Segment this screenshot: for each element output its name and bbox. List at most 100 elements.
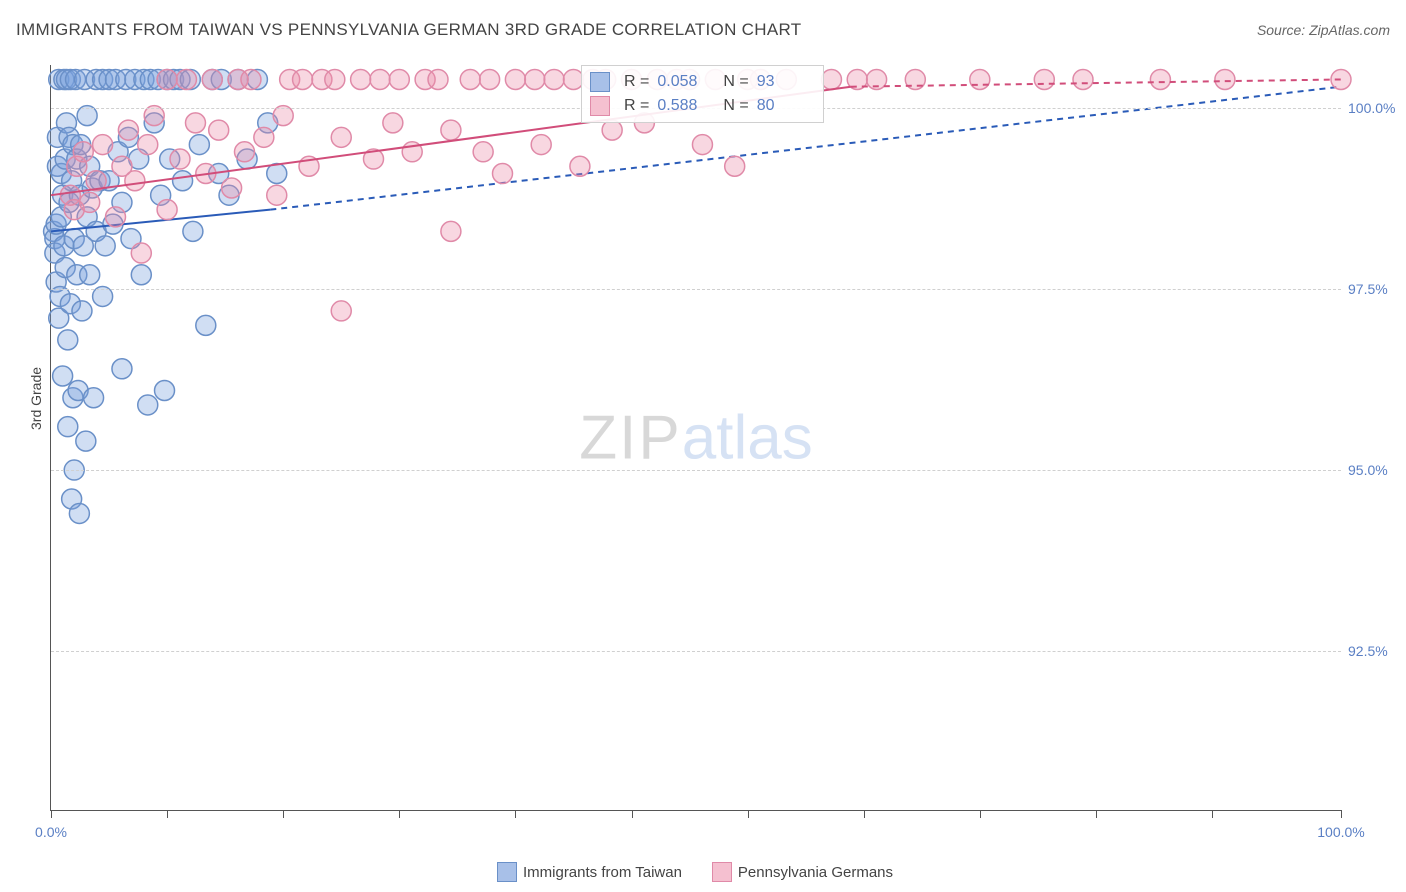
scatter-point [441, 120, 461, 140]
x-tick [1096, 810, 1097, 818]
legend-item: Immigrants from Taiwan [497, 862, 682, 882]
x-tick [980, 810, 981, 818]
scatter-point [370, 69, 390, 89]
scatter-point [185, 113, 205, 133]
scatter-point [73, 142, 93, 162]
scatter-point [441, 221, 461, 241]
scatter-point [331, 301, 351, 321]
scatter-point [473, 142, 493, 162]
legend-swatch-icon [590, 96, 610, 116]
x-tick [515, 810, 516, 818]
stats-r-value: 0.588 [657, 97, 715, 115]
x-tick-label: 0.0% [35, 824, 67, 840]
scatter-point [189, 135, 209, 155]
scatter-point [69, 503, 89, 523]
scatter-point [202, 69, 222, 89]
scatter-point [505, 69, 525, 89]
scatter-point [155, 380, 175, 400]
scatter-point [196, 315, 216, 335]
scatter-point [222, 178, 242, 198]
legend-label: Pennsylvania Germans [738, 864, 893, 881]
scatter-point [131, 243, 151, 263]
scatter-point [1150, 69, 1170, 89]
scatter-point [170, 149, 190, 169]
scatter-point [157, 200, 177, 220]
y-tick-label: 97.5% [1348, 281, 1403, 297]
scatter-point [383, 113, 403, 133]
scatter-point [80, 265, 100, 285]
scatter-point [80, 192, 100, 212]
scatter-point [241, 69, 261, 89]
y-tick-label: 100.0% [1348, 100, 1403, 116]
scatter-point [602, 120, 622, 140]
scatter-point [351, 69, 371, 89]
x-tick [51, 810, 52, 818]
scatter-point [254, 127, 274, 147]
legend-swatch-icon [497, 862, 517, 882]
scatter-point [58, 330, 78, 350]
stats-legend-box: R = 0.058 N = 93 R = 0.588 N = 80 [581, 65, 824, 123]
scatter-point [544, 69, 564, 89]
scatter-point [570, 156, 590, 176]
stats-r-label: R = [624, 97, 649, 115]
stats-n-value: 93 [757, 73, 815, 91]
scatter-point [267, 185, 287, 205]
scatter-svg [51, 65, 1341, 810]
scatter-point [84, 388, 104, 408]
scatter-point [183, 221, 203, 241]
scatter-point [1215, 69, 1235, 89]
y-axis-title: 3rd Grade [28, 367, 44, 430]
stats-n-label: N = [723, 97, 748, 115]
scatter-point [725, 156, 745, 176]
gridline-h [51, 470, 1341, 471]
scatter-point [53, 366, 73, 386]
scatter-point [235, 142, 255, 162]
x-tick [167, 810, 168, 818]
legend-label: Immigrants from Taiwan [523, 864, 682, 881]
scatter-point [970, 69, 990, 89]
scatter-point [480, 69, 500, 89]
source-credit: Source: ZipAtlas.com [1257, 22, 1390, 38]
scatter-point [93, 135, 113, 155]
chart-plot-area: ZIPatlas R = 0.058N = 93R = 0.588N = 80 … [50, 65, 1341, 811]
x-tick [399, 810, 400, 818]
x-tick [1341, 810, 1342, 818]
scatter-point [138, 135, 158, 155]
scatter-point [1331, 69, 1351, 89]
scatter-point [106, 207, 126, 227]
scatter-point [692, 135, 712, 155]
scatter-point [118, 120, 138, 140]
scatter-point [95, 236, 115, 256]
header: IMMIGRANTS FROM TAIWAN VS PENNSYLVANIA G… [16, 20, 1390, 40]
x-tick [864, 810, 865, 818]
scatter-point [131, 265, 151, 285]
scatter-point [1073, 69, 1093, 89]
x-tick [283, 810, 284, 818]
stats-row: R = 0.588 N = 80 [590, 94, 815, 118]
scatter-point [176, 69, 196, 89]
scatter-point [209, 120, 229, 140]
scatter-point [293, 69, 313, 89]
scatter-point [1034, 69, 1054, 89]
scatter-point [493, 163, 513, 183]
scatter-point [531, 135, 551, 155]
scatter-point [821, 69, 841, 89]
legend-swatch-icon [712, 862, 732, 882]
scatter-point [157, 69, 177, 89]
stats-r-value: 0.058 [657, 73, 715, 91]
scatter-point [428, 69, 448, 89]
scatter-point [76, 431, 96, 451]
stats-n-label: N = [723, 73, 748, 91]
y-tick-label: 95.0% [1348, 462, 1403, 478]
gridline-h [51, 289, 1341, 290]
bottom-legend: Immigrants from Taiwan Pennsylvania Germa… [50, 862, 1340, 882]
scatter-point [58, 417, 78, 437]
scatter-point [125, 171, 145, 191]
scatter-point [389, 69, 409, 89]
stats-n-value: 80 [757, 97, 815, 115]
scatter-point [460, 69, 480, 89]
chart-title: IMMIGRANTS FROM TAIWAN VS PENNSYLVANIA G… [16, 20, 801, 40]
legend-item: Pennsylvania Germans [712, 862, 893, 882]
scatter-point [325, 69, 345, 89]
scatter-point [138, 395, 158, 415]
